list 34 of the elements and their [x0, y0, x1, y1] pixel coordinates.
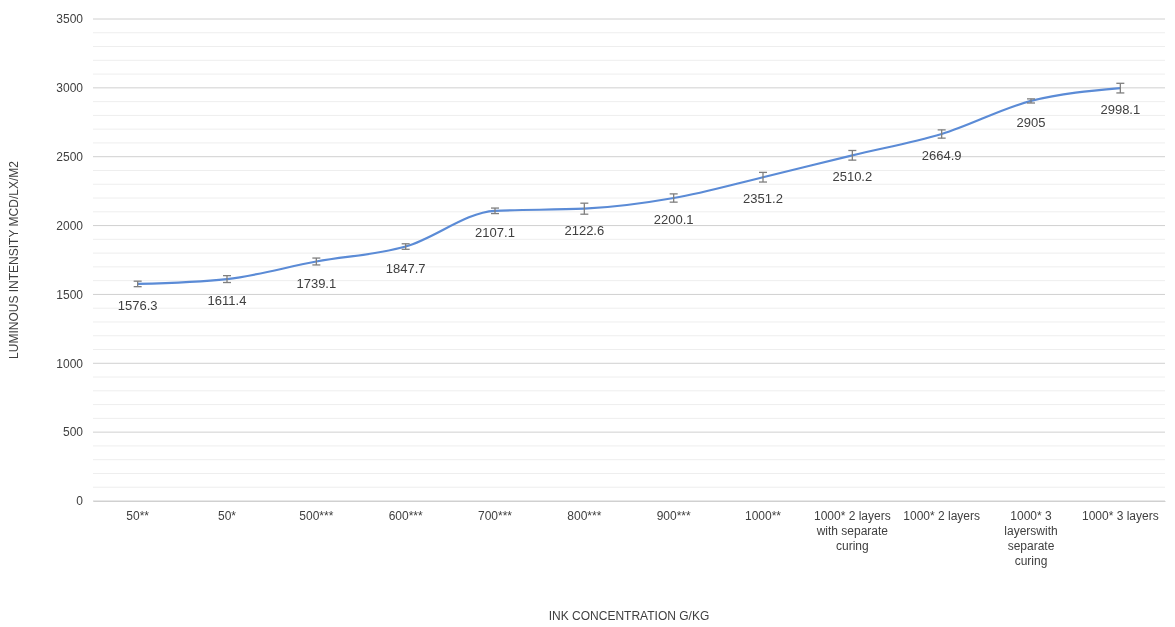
data-label: 1576.3	[117, 297, 158, 313]
x-tick-label: 600***	[388, 508, 424, 523]
y-tick-label: 500	[62, 425, 84, 440]
data-label: 2351.2	[743, 191, 783, 207]
y-tick-label: 1000	[56, 356, 84, 371]
y-axis-title: LUMINOUS INTENSITY MCD/LX/M2	[7, 160, 21, 359]
data-label: 2664.9	[921, 148, 962, 164]
x-tick-label: 1000* 3 layerswith separate curing	[1004, 508, 1058, 568]
y-tick-label: 3000	[56, 81, 84, 96]
x-tick-label: 1000* 2 layers with separate curing	[813, 508, 891, 553]
y-tick-label: 0	[76, 494, 84, 509]
data-label: 2107.1	[475, 224, 515, 240]
y-tick-label: 2500	[56, 150, 84, 165]
data-label: 2200.1	[653, 212, 694, 228]
data-label: 1611.4	[207, 293, 247, 309]
data-label: 2510.2	[832, 169, 873, 185]
x-tick-label: 700***	[477, 508, 513, 523]
y-tick-label: 1500	[56, 287, 84, 302]
data-label: 1847.7	[385, 260, 426, 276]
x-tick-label: 50*	[217, 508, 237, 523]
x-tick-label: 800***	[567, 508, 602, 523]
data-label: 2122.6	[564, 222, 605, 238]
x-tick-label: 900***	[656, 508, 692, 523]
x-tick-label: 1000**	[744, 508, 782, 523]
x-axis-title: INK CONCENTRATION G/KG	[548, 609, 710, 623]
x-tick-label: 1000* 3 layers	[1081, 508, 1159, 523]
y-tick-label: 2000	[56, 218, 84, 233]
data-label: 2905	[1016, 114, 1046, 130]
data-label: 1739.1	[296, 275, 337, 291]
data-label: 2998.1	[1100, 102, 1141, 118]
x-tick-label: 500***	[299, 508, 334, 523]
x-tick-label: 1000* 2 layers	[903, 508, 981, 523]
x-tick-label: 50**	[126, 508, 150, 523]
y-tick-label: 3500	[56, 12, 84, 27]
